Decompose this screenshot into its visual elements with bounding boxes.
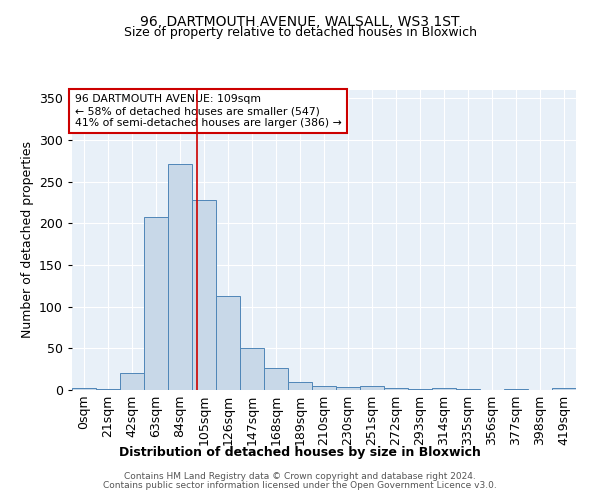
Bar bbox=[120, 374, 144, 390]
Y-axis label: Number of detached properties: Number of detached properties bbox=[20, 142, 34, 338]
Bar bbox=[504, 389, 528, 390]
Bar bbox=[288, 382, 312, 390]
Bar bbox=[408, 389, 432, 390]
Bar bbox=[384, 388, 408, 390]
Text: 96 DARTMOUTH AVENUE: 109sqm
← 58% of detached houses are smaller (547)
41% of se: 96 DARTMOUTH AVENUE: 109sqm ← 58% of det… bbox=[74, 94, 341, 128]
Bar bbox=[552, 388, 576, 390]
Bar bbox=[264, 368, 288, 390]
Bar bbox=[72, 388, 96, 390]
Text: Size of property relative to detached houses in Bloxwich: Size of property relative to detached ho… bbox=[124, 26, 476, 39]
Bar bbox=[240, 348, 264, 390]
Bar bbox=[216, 296, 240, 390]
Bar bbox=[432, 388, 456, 390]
Text: 96, DARTMOUTH AVENUE, WALSALL, WS3 1ST: 96, DARTMOUTH AVENUE, WALSALL, WS3 1ST bbox=[140, 15, 460, 29]
Bar bbox=[168, 164, 192, 390]
Bar bbox=[360, 386, 384, 390]
Text: Contains HM Land Registry data © Crown copyright and database right 2024.: Contains HM Land Registry data © Crown c… bbox=[124, 472, 476, 481]
Text: Contains public sector information licensed under the Open Government Licence v3: Contains public sector information licen… bbox=[103, 481, 497, 490]
Bar bbox=[192, 200, 216, 390]
Bar bbox=[336, 386, 360, 390]
Bar bbox=[312, 386, 336, 390]
Bar bbox=[456, 389, 480, 390]
Bar bbox=[96, 389, 120, 390]
Text: Distribution of detached houses by size in Bloxwich: Distribution of detached houses by size … bbox=[119, 446, 481, 459]
Bar bbox=[144, 216, 168, 390]
